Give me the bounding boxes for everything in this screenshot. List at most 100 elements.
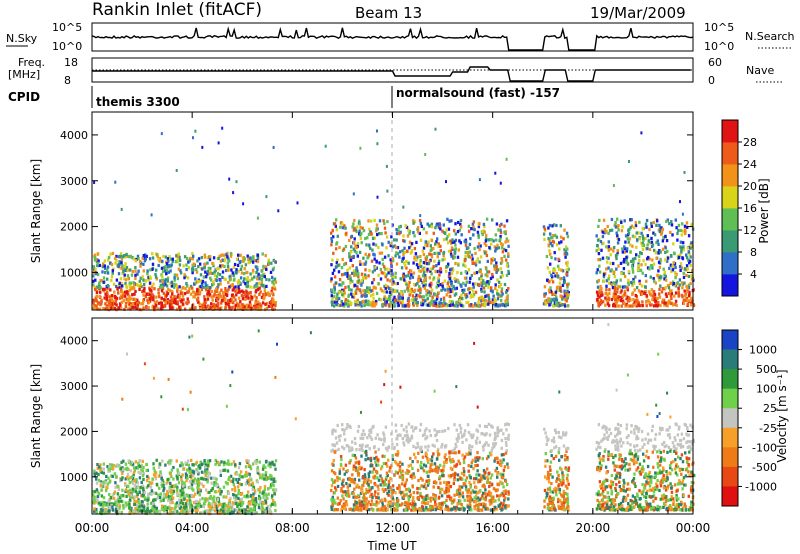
data-point xyxy=(337,270,341,274)
data-point xyxy=(496,475,499,479)
data-point xyxy=(624,234,628,238)
data-point xyxy=(453,229,456,233)
data-point xyxy=(212,256,216,260)
data-point xyxy=(408,240,412,244)
data-point xyxy=(132,257,135,261)
data-point xyxy=(239,305,242,309)
data-point xyxy=(203,511,207,515)
data-point xyxy=(366,302,369,306)
data-point xyxy=(661,247,665,251)
data-point xyxy=(144,253,147,257)
data-point xyxy=(127,255,130,259)
data-point xyxy=(255,461,258,465)
data-point xyxy=(237,496,240,500)
data-point xyxy=(375,455,378,459)
data-point xyxy=(654,281,657,285)
data-point xyxy=(469,276,472,280)
data-point xyxy=(274,479,277,483)
data-point xyxy=(429,269,432,273)
data-point xyxy=(179,494,182,498)
data-point xyxy=(141,256,144,260)
data-point xyxy=(354,271,357,275)
data-point xyxy=(149,485,153,489)
data-point xyxy=(350,245,353,249)
data-point xyxy=(367,478,370,482)
data-point xyxy=(350,255,353,259)
data-point xyxy=(264,471,268,475)
data-point xyxy=(228,300,231,304)
data-point xyxy=(596,297,599,302)
data-point xyxy=(657,301,660,305)
data-point xyxy=(196,478,199,482)
data-point xyxy=(629,243,632,247)
data-point xyxy=(106,465,110,469)
data-point xyxy=(598,295,601,299)
data-point xyxy=(215,305,218,310)
data-point xyxy=(419,214,422,218)
data-point xyxy=(170,494,173,498)
data-point xyxy=(557,264,560,268)
data-point xyxy=(389,466,392,470)
data-point xyxy=(558,241,561,245)
data-point xyxy=(217,267,220,271)
data-point xyxy=(113,472,117,476)
data-point xyxy=(449,288,452,292)
data-point xyxy=(176,255,180,259)
data-point xyxy=(421,299,425,303)
data-point xyxy=(351,295,354,299)
data-point xyxy=(646,247,649,251)
data-point xyxy=(119,277,123,281)
data-point xyxy=(428,224,431,228)
data-point xyxy=(402,256,405,260)
data-point xyxy=(344,244,348,249)
data-point xyxy=(616,249,619,253)
data-point xyxy=(371,288,374,293)
data-point xyxy=(116,485,120,489)
data-point xyxy=(373,268,376,272)
data-point xyxy=(460,233,463,237)
data-point xyxy=(126,472,130,476)
data-point xyxy=(105,299,109,303)
data-point xyxy=(651,297,654,301)
data-point xyxy=(128,502,131,506)
data-point xyxy=(261,268,264,273)
data-point xyxy=(212,264,215,268)
data-point xyxy=(615,257,618,261)
data-point xyxy=(237,489,240,493)
data-point xyxy=(565,268,568,272)
data-point xyxy=(688,290,691,294)
data-point xyxy=(245,459,248,463)
data-point xyxy=(457,280,460,284)
data-point xyxy=(388,267,391,271)
data-point xyxy=(272,477,276,481)
data-point xyxy=(353,249,357,253)
data-point xyxy=(339,455,343,459)
data-point xyxy=(598,264,601,268)
data-point xyxy=(419,222,423,226)
data-point xyxy=(395,231,399,236)
data-point xyxy=(117,272,121,276)
data-point xyxy=(93,253,97,257)
data-point xyxy=(473,261,476,265)
cpid-row: CPID themis 3300 normalsound (fast) -157 xyxy=(8,86,560,109)
data-point xyxy=(505,237,508,241)
data-point xyxy=(485,243,488,247)
data-point xyxy=(231,488,234,492)
data-point xyxy=(187,463,191,467)
data-point xyxy=(203,298,207,302)
data-point xyxy=(452,256,455,260)
data-point xyxy=(133,301,136,306)
data-point xyxy=(232,460,236,464)
data-point xyxy=(222,505,226,509)
data-point xyxy=(426,269,429,273)
data-point xyxy=(162,254,165,258)
data-point xyxy=(188,307,192,311)
data-point xyxy=(566,270,569,274)
data-point xyxy=(402,252,405,256)
data-point xyxy=(459,241,462,245)
data-point xyxy=(226,255,229,259)
data-point xyxy=(224,305,227,309)
data-point xyxy=(113,290,116,294)
data-point xyxy=(185,511,188,515)
data-point xyxy=(344,261,347,266)
